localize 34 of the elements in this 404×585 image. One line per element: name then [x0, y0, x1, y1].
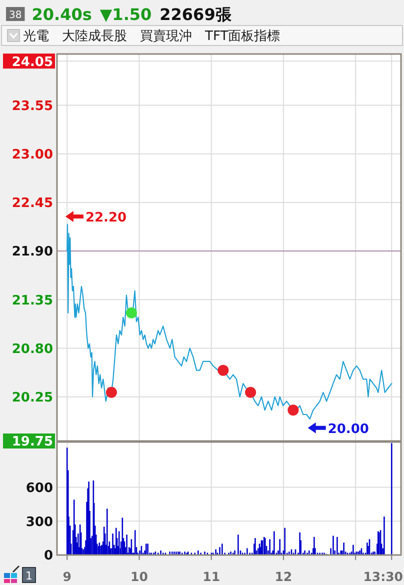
y-tick-label: 21.90 [12, 244, 53, 260]
x-tick-label: 11 [202, 569, 220, 584]
x-tick-label: 13:30 [363, 569, 404, 584]
x-tick-label: 10 [130, 569, 148, 584]
point [288, 404, 299, 416]
text: 22669張 [160, 5, 232, 24]
point [106, 386, 117, 398]
x-tick-label: 12 [274, 569, 292, 584]
text: 買賣現沖 [140, 29, 192, 44]
x-tick-label: 9 [62, 569, 72, 584]
annotation: 22.20 [85, 210, 127, 226]
y-tick-label: 300 [26, 514, 53, 530]
y-tick-label: 23.00 [12, 148, 53, 163]
text: 光電 [23, 29, 49, 44]
line-series [66, 224, 392, 420]
point [218, 364, 229, 376]
text: TFT面板指標 [204, 29, 280, 44]
y-tick-label: 22.45 [12, 196, 53, 212]
text: 1 [26, 570, 32, 582]
point [126, 307, 137, 318]
text: 大陸成長股 [62, 29, 127, 44]
y-tick-label: 24.05 [12, 54, 53, 70]
text: 20.40s [32, 5, 92, 24]
y-tick-label: 21.35 [12, 293, 53, 308]
y-tick-label: 19.75 [12, 434, 53, 450]
y-tick-label: 23.55 [12, 98, 53, 114]
y-tick-label: 20.80 [12, 342, 53, 357]
y-tick-label: 600 [26, 480, 53, 496]
text: 38 [9, 10, 22, 21]
point [245, 386, 256, 398]
y-tick-label: 20.25 [12, 390, 53, 406]
y-tick-label: 0 [44, 548, 53, 564]
text: ▼1.50 [100, 5, 152, 24]
annotation: 20.00 [328, 422, 369, 437]
